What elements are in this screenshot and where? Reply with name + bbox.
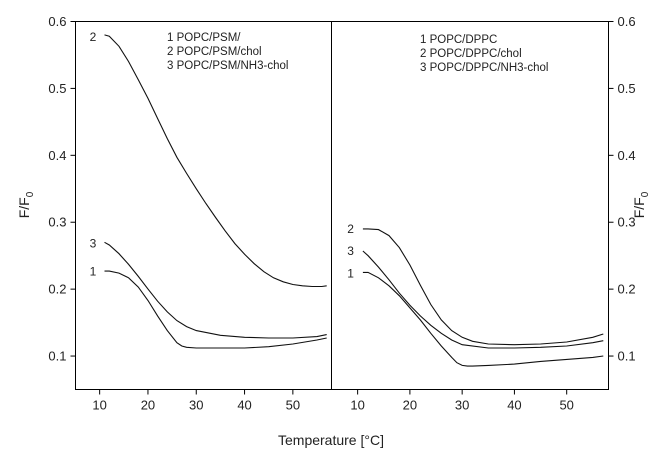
legend-entry: 2 POPC/PSM/chol [167, 46, 262, 58]
y-tick-label: 0.1 [48, 349, 66, 364]
curve-number-label: 2 [90, 30, 97, 44]
x-tick-label: 10 [350, 398, 364, 413]
series-line-3 [362, 250, 604, 349]
x-tick-label: 40 [237, 398, 251, 413]
y-tick-label: 0.4 [618, 148, 636, 163]
y-tick-label: 0.5 [618, 81, 636, 96]
series-line-1 [104, 270, 327, 349]
curve-number-label: 3 [347, 244, 354, 258]
y-tick-label: 0.6 [618, 14, 636, 29]
y-tick-label: 0.5 [48, 81, 66, 96]
series-line-2 [104, 34, 327, 288]
curve-number-label: 1 [90, 265, 97, 279]
x-tick-label: 50 [286, 398, 300, 413]
series-line-2 [362, 228, 604, 346]
y-axis-title-subscript: 0 [25, 191, 36, 197]
y-tick-label: 0.2 [618, 282, 636, 297]
y-axis-title-subscript: 0 [640, 191, 651, 197]
y-tick-label: 0.4 [48, 148, 66, 163]
y-tick-label: 0.2 [48, 282, 66, 297]
y-tick-label: 0.3 [618, 215, 636, 230]
legend-entry: 3 POPC/DPPC/NH3-chol [420, 62, 548, 74]
curve-number-label: 1 [347, 267, 354, 281]
legend-entry: 2 POPC/DPPC/chol [420, 48, 522, 60]
left-panel-ticks: 10 20 30 40 50 0.1 0.2 0.3 0.4 0.5 0.6 1 2 3 [48, 14, 300, 413]
x-tick-label: 20 [141, 398, 155, 413]
x-tick-label: 40 [507, 398, 521, 413]
legend-entry: 1 POPC/DPPC [420, 34, 497, 46]
y-axis-title-main: F/F [16, 197, 32, 218]
right-panel-curves [362, 228, 604, 367]
x-tick-label: 20 [403, 398, 417, 413]
curve-number-label: 2 [347, 222, 354, 236]
x-tick-label: 10 [92, 398, 106, 413]
x-tick-label: 30 [189, 398, 203, 413]
y-tick-label: 0.1 [618, 349, 636, 364]
series-line-1 [362, 271, 604, 367]
series-line-3 [104, 241, 327, 339]
legend-entry: 3 POPC/PSM/NH3-chol [167, 60, 288, 72]
left-panel-curves [104, 34, 327, 349]
y-axis-title-right: F/F0 [631, 191, 651, 218]
curve-number-label: 3 [90, 237, 97, 251]
y-tick-label: 0.6 [48, 14, 66, 29]
legend-entry: 1 POPC/PSM/ [167, 32, 241, 44]
left-panel: 10 20 30 40 50 0.1 0.2 0.3 0.4 0.5 0.6 1 2 3 1 POPC/P… [48, 14, 327, 413]
x-tick-label: 30 [455, 398, 469, 413]
plot-frame [75, 21, 609, 390]
y-tick-label: 0.3 [48, 215, 66, 230]
x-tick-label: 50 [559, 398, 573, 413]
y-axis-title-main: F/F [631, 197, 647, 218]
x-axis-title: Temperature [°C] [278, 432, 384, 448]
right-panel-ticks: 10 20 30 40 50 0.1 0.2 0.3 0.4 0.5 0.6 1 2 3 [347, 14, 635, 413]
right-panel: 10 20 30 40 50 0.1 0.2 0.3 0.4 0.5 0.6 1 2 3 1 POPC/D… [347, 14, 635, 413]
y-axis-title-left: F/F0 [16, 191, 36, 218]
